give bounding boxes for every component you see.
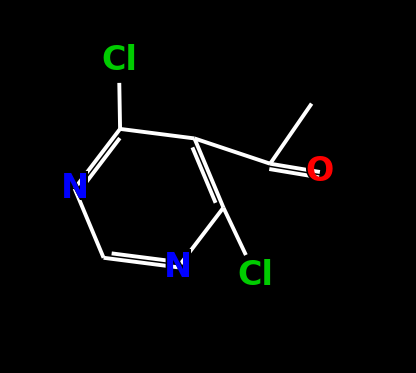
Text: O: O — [303, 153, 337, 191]
Text: N: N — [61, 172, 89, 205]
Text: Cl: Cl — [238, 259, 274, 292]
Text: N: N — [164, 251, 192, 284]
Text: Cl: Cl — [98, 41, 140, 79]
Text: Cl: Cl — [235, 257, 277, 295]
Text: Cl: Cl — [101, 44, 137, 76]
Text: O: O — [306, 156, 334, 188]
Text: N: N — [162, 248, 194, 286]
Text: N: N — [58, 170, 91, 207]
